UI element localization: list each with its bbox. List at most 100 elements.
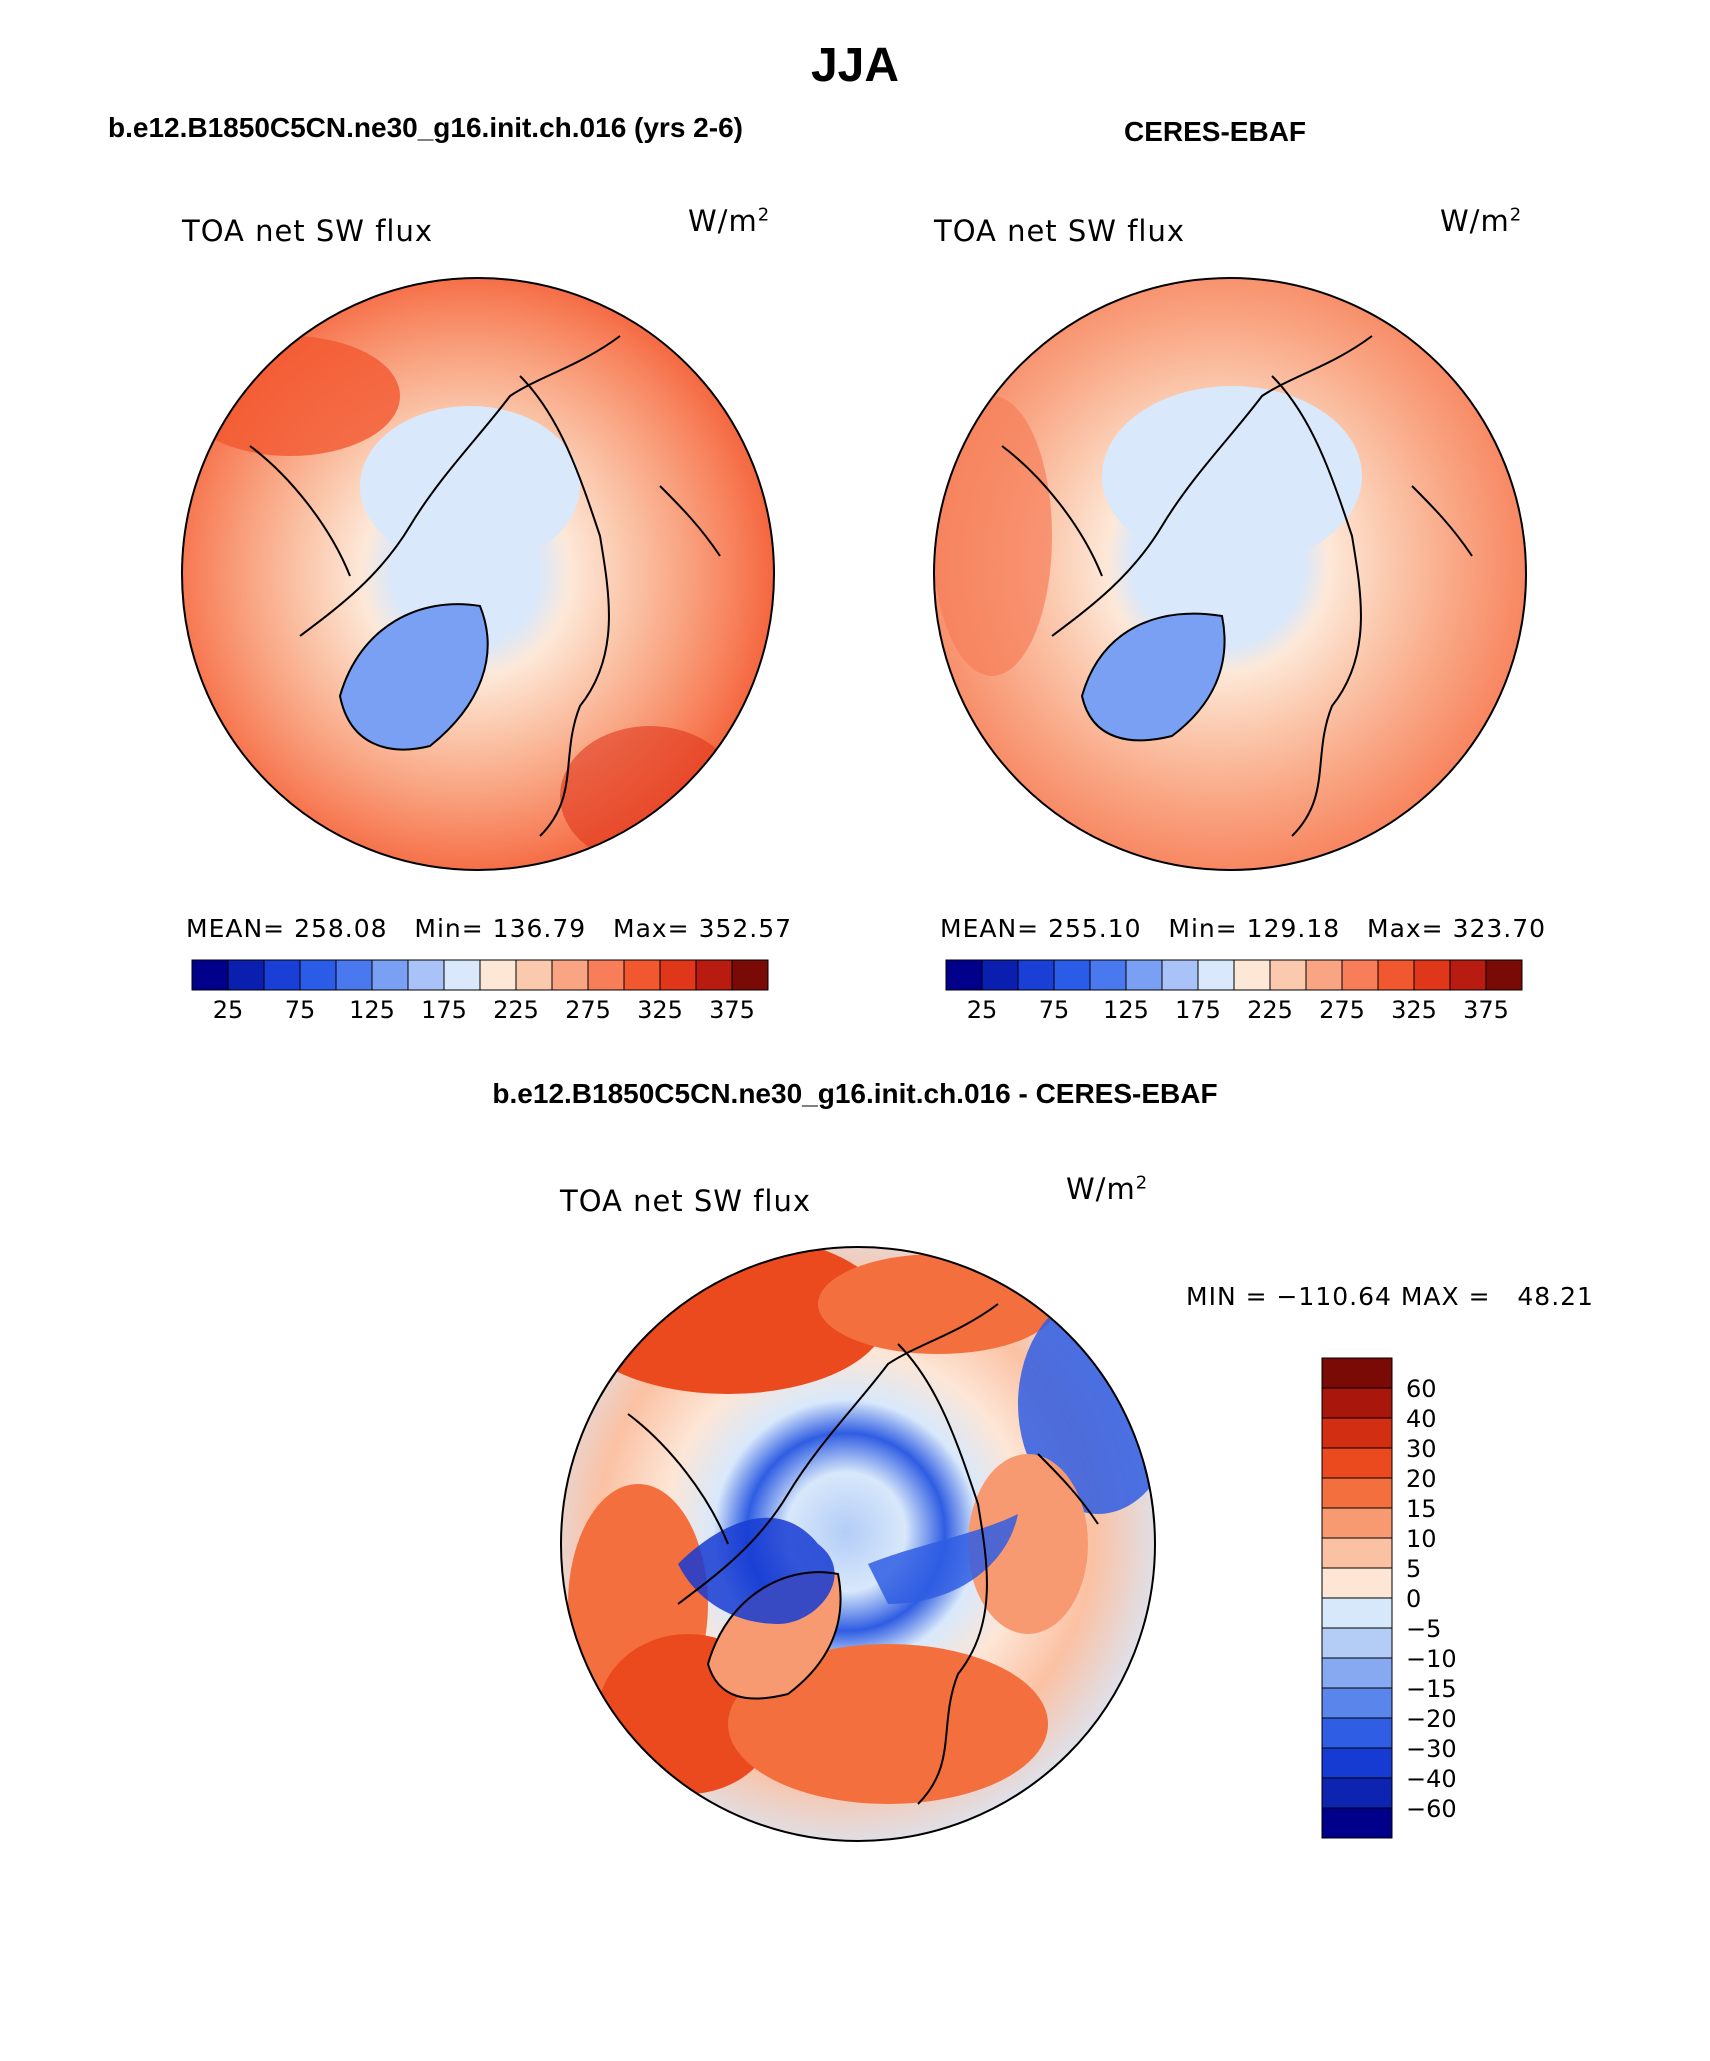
obs-colorbar-label: 125: [1103, 996, 1149, 1024]
obs-colorbar-box: [1269, 959, 1307, 991]
model-max-label: Max=: [613, 914, 690, 943]
obs-max-value: 323.70: [1452, 914, 1547, 943]
model-colorbar-box: [659, 959, 697, 991]
obs-colorbar: 25 75 125 175 225 275 325 375: [945, 959, 1523, 1024]
diff-colorbar-label: 30: [1406, 1435, 1437, 1463]
model-colorbar-box: [227, 959, 265, 991]
obs-colorbar-box: [1053, 959, 1091, 991]
obs-coastline: [1001, 335, 1473, 837]
model-colorbar-label: 125: [349, 996, 395, 1024]
obs-colorbar-label: 275: [1319, 996, 1365, 1024]
diff-colorbar-label: −5: [1406, 1615, 1441, 1643]
obs-colorbar-box: [1017, 959, 1055, 991]
diff-map-border: [560, 1246, 1156, 1842]
obs-colorbar-box: [1413, 959, 1451, 991]
model-colorbar-label: 175: [421, 996, 467, 1024]
model-colorbar-box: [299, 959, 337, 991]
model-colorbar-label: 375: [709, 996, 755, 1024]
obs-colorbar-box: [981, 959, 1019, 991]
diff-colorbar-label: −20: [1406, 1705, 1457, 1733]
model-colorbar-label: 25: [213, 996, 244, 1024]
diff-units-base: W/m: [1066, 1172, 1136, 1206]
obs-mean-value: 255.10: [1048, 914, 1142, 943]
obs-mean-label: MEAN=: [940, 914, 1040, 943]
model-colorbar-box: [587, 959, 625, 991]
obs-units-exp: 2: [1509, 204, 1523, 226]
obs-colorbar-box: [1233, 959, 1271, 991]
model-units-exp: 2: [757, 204, 771, 226]
model-polar-map: [181, 277, 775, 871]
model-map-border: [181, 277, 775, 871]
model-mean-label: MEAN=: [186, 914, 286, 943]
obs-colorbar-box: [1305, 959, 1343, 991]
obs-colorbar-label: 75: [1039, 996, 1070, 1024]
greenland-low-region: [1082, 613, 1225, 741]
obs-polar-map: [933, 277, 1527, 871]
obs-stats: MEAN= 255.10 Min= 129.18 Max= 323.70: [940, 914, 1546, 943]
diff-colorbar-label: −15: [1406, 1675, 1457, 1703]
diff-variable-label: TOA net SW flux: [560, 1184, 812, 1218]
obs-colorbar-label: 225: [1247, 996, 1293, 1024]
obs-case-title: CERES-EBAF: [1124, 116, 1307, 147]
model-colorbar-box: [479, 959, 517, 991]
model-colorbar-label: 225: [493, 996, 539, 1024]
diff-colorbar-box: [1321, 1597, 1393, 1629]
obs-field-patch: [934, 396, 1052, 676]
obs-units-base: W/m: [1440, 204, 1510, 238]
diff-colorbar-label: 15: [1406, 1495, 1437, 1523]
model-field-patch: [560, 726, 740, 866]
obs-colorbar-box: [1341, 959, 1379, 991]
obs-max-label: Max=: [1367, 914, 1444, 943]
model-colorbar-label: 275: [565, 996, 611, 1024]
obs-colorbar-box: [1161, 959, 1199, 991]
obs-colorbar-box: [1377, 959, 1415, 991]
obs-colorbar-label: 375: [1463, 996, 1509, 1024]
model-colorbar-box: [191, 959, 229, 991]
model-case-title: b.e12.B1850C5CN.ne30_g16.init.ch.016 (yr…: [108, 112, 743, 143]
diff-colorbar-box: [1321, 1537, 1393, 1569]
diff-colorbar-box: [1321, 1477, 1393, 1509]
diff-colorbar-box: [1321, 1387, 1393, 1419]
obs-colorbar-box: [1449, 959, 1487, 991]
model-variable-label: TOA net SW flux: [182, 214, 434, 248]
diff-colorbar-box: [1321, 1657, 1393, 1689]
diff-colorbar-label: 40: [1406, 1405, 1437, 1433]
model-colorbar-box: [551, 959, 589, 991]
model-colorbar-box: [371, 959, 409, 991]
model-colorbar-box: [623, 959, 661, 991]
diff-colorbar-box: [1321, 1507, 1393, 1539]
obs-colorbar-box: [1197, 959, 1235, 991]
model-coastline: [249, 335, 721, 837]
model-colorbar-box: [263, 959, 301, 991]
model-units-label: W/m2: [688, 204, 770, 238]
diff-colorbar-label: 60: [1406, 1375, 1437, 1403]
diff-colorbar-box: [1321, 1357, 1393, 1389]
obs-variable-label: TOA net SW flux: [934, 214, 1186, 248]
diff-colorbar-box: [1321, 1717, 1393, 1749]
season-title: JJA: [810, 39, 900, 92]
model-stats: MEAN= 258.08 Min= 136.79 Max= 352.57: [186, 914, 792, 943]
model-colorbar-box: [515, 959, 553, 991]
diff-field-patch: [728, 1644, 1048, 1804]
diff-colorbar-label: 5: [1406, 1555, 1421, 1583]
diff-colorbar-label: 0: [1406, 1585, 1421, 1613]
obs-units-label: W/m2: [1440, 204, 1522, 238]
diff-field-patch: [968, 1454, 1088, 1634]
diff-colorbar-label: 10: [1406, 1525, 1437, 1553]
diff-negative-band: [868, 1514, 1018, 1604]
diff-polar-map: [560, 1246, 1156, 1842]
obs-colorbar-box: [945, 959, 983, 991]
diff-colorbar-box: [1321, 1447, 1393, 1479]
diff-minmax: MIN = −110.64 MAX = 48.21: [1186, 1282, 1594, 1311]
model-colorbar-label: 325: [637, 996, 683, 1024]
diff-colorbar-label: −30: [1406, 1735, 1457, 1763]
diff-colorbar-box: [1321, 1777, 1393, 1809]
diff-colorbar-label: −10: [1406, 1645, 1457, 1673]
obs-colorbar-label: 175: [1175, 996, 1221, 1024]
model-colorbar-box: [335, 959, 373, 991]
obs-colorbar-box: [1089, 959, 1127, 991]
diff-negative-band: [678, 1517, 835, 1624]
model-units-base: W/m: [688, 204, 758, 238]
diff-colorbar-box: [1321, 1627, 1393, 1659]
